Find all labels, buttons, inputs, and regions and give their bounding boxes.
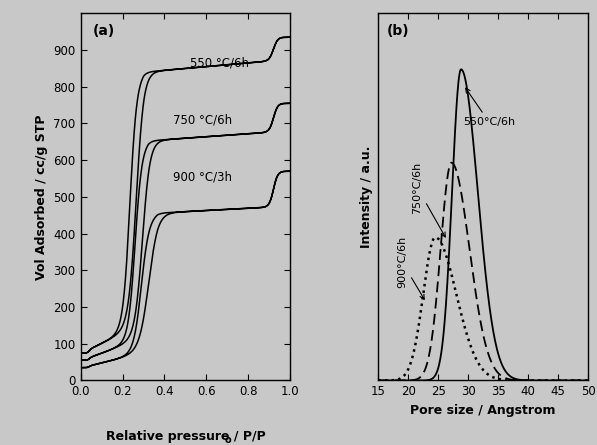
Text: 900 °C/3h: 900 °C/3h bbox=[173, 170, 232, 183]
Y-axis label: Intensity / a.u.: Intensity / a.u. bbox=[360, 146, 373, 248]
Text: Relative pressure / P/P: Relative pressure / P/P bbox=[106, 430, 265, 443]
Text: 750°C/6h: 750°C/6h bbox=[413, 162, 445, 237]
X-axis label: Pore size / Angstrom: Pore size / Angstrom bbox=[411, 404, 556, 417]
Text: 750 °C/6h: 750 °C/6h bbox=[173, 113, 232, 126]
Text: 550 °C/6h: 550 °C/6h bbox=[190, 57, 248, 69]
Text: 550°C/6h: 550°C/6h bbox=[463, 88, 515, 127]
Text: (b): (b) bbox=[387, 24, 410, 38]
Text: (a): (a) bbox=[93, 24, 115, 38]
Y-axis label: Vol Adsorbed / cc/g STP: Vol Adsorbed / cc/g STP bbox=[35, 114, 48, 279]
Text: 900°C/6h: 900°C/6h bbox=[398, 236, 424, 299]
Text: o: o bbox=[225, 435, 232, 445]
